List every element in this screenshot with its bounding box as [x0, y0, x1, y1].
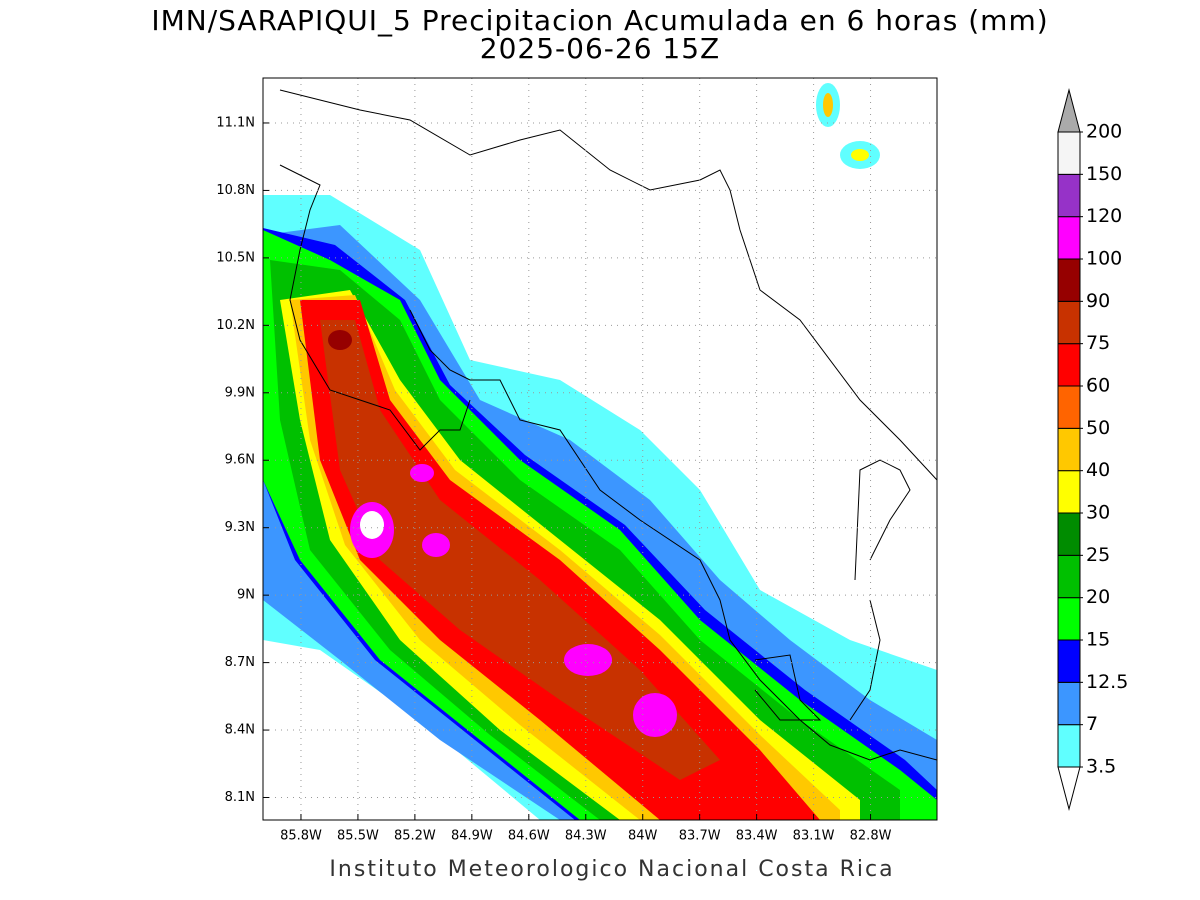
colorbar-label: 50 — [1086, 417, 1110, 439]
x-tick-label: 85.5W — [337, 829, 379, 844]
colorbar-label: 150 — [1086, 163, 1122, 185]
colorbar-band — [1057, 385, 1081, 429]
coastline — [279, 89, 937, 761]
colorbar-band — [1057, 724, 1081, 768]
colorbar-label: 100 — [1086, 248, 1122, 270]
colorbar-band — [1057, 470, 1081, 514]
y-tick-label: 8.4N — [225, 723, 255, 738]
y-tick-label: 11.1N — [216, 115, 255, 130]
x-tick-label: 84W — [628, 829, 658, 844]
colorbar-band — [1057, 597, 1081, 641]
colorbar-label: 25 — [1086, 544, 1110, 566]
x-tick-label: 83.7W — [679, 829, 721, 844]
x-tick-label: 85.2W — [394, 829, 436, 844]
footer: Instituto Meteorologico Nacional Costa R… — [329, 857, 894, 882]
colorbar-label: 120 — [1086, 205, 1122, 227]
colorbar-band — [1057, 343, 1081, 387]
x-tick-label: 83.4W — [736, 829, 778, 844]
y-tick-label: 9.9N — [225, 385, 255, 400]
x-tick-label: 84.9W — [451, 829, 493, 844]
x-tick-label: 84.3W — [565, 829, 607, 844]
colorbar-label: 40 — [1086, 459, 1110, 481]
colorbar-label: 60 — [1086, 375, 1110, 397]
x-tick-label: 83.1W — [793, 829, 835, 844]
subtitle: 2025-06-26 15Z — [480, 32, 720, 65]
colorbar-label: 7 — [1086, 713, 1098, 735]
colorbar-band — [1057, 300, 1081, 345]
colorbar-band — [1057, 258, 1081, 302]
colorbar-label: 200 — [1086, 121, 1122, 143]
colorbar-label: 20 — [1086, 586, 1110, 608]
map-frame — [262, 77, 938, 821]
precip-field — [263, 83, 937, 820]
colorbar-label: 30 — [1086, 502, 1110, 524]
colorbar-band — [1057, 216, 1081, 260]
y-tick-label: 8.7N — [225, 655, 255, 670]
colorbar-label: 90 — [1086, 290, 1110, 312]
x-tick-label: 82.8W — [850, 829, 892, 844]
colorbar-over — [1057, 88, 1081, 133]
y-tick-label: 10.5N — [216, 250, 255, 265]
x-tick-label: 85.8W — [280, 829, 322, 844]
colorbar-band — [1057, 639, 1081, 683]
colorbar-band — [1057, 554, 1081, 599]
colorbar-label: 12.5 — [1086, 671, 1128, 693]
y-tick-label: 10.8N — [216, 183, 255, 198]
x-tick-label: 84.6W — [508, 829, 550, 844]
colorbar-label: 15 — [1086, 629, 1110, 651]
colorbar-label: 75 — [1086, 332, 1110, 354]
y-tick-label: 9.3N — [225, 520, 255, 535]
colorbar-band — [1057, 427, 1081, 472]
title: IMN/SARAPIQUI_5 Precipitacion Acumulada … — [151, 4, 1048, 37]
colorbar-band — [1057, 681, 1081, 726]
colorbar-band — [1057, 131, 1081, 175]
y-tick-label: 10.2N — [216, 318, 255, 333]
y-tick-label: 9.6N — [225, 453, 255, 468]
y-tick-label: 9N — [237, 588, 255, 603]
grid: 85.8W 85.5W 85.2W 84.9W 84.6W 84.3W 84W 83.7W 83… — [216, 78, 937, 844]
colorbar-under — [1057, 766, 1081, 811]
colorbar-band — [1057, 512, 1081, 556]
colorbar-label: 3.5 — [1086, 756, 1116, 778]
colorbar: 3.5 7 12.5 15 20 25 30 40 50 60 75 90 100 120 150 200 — [1057, 88, 1128, 811]
colorbar-band — [1057, 173, 1081, 218]
y-tick-label: 8.1N — [225, 790, 255, 805]
